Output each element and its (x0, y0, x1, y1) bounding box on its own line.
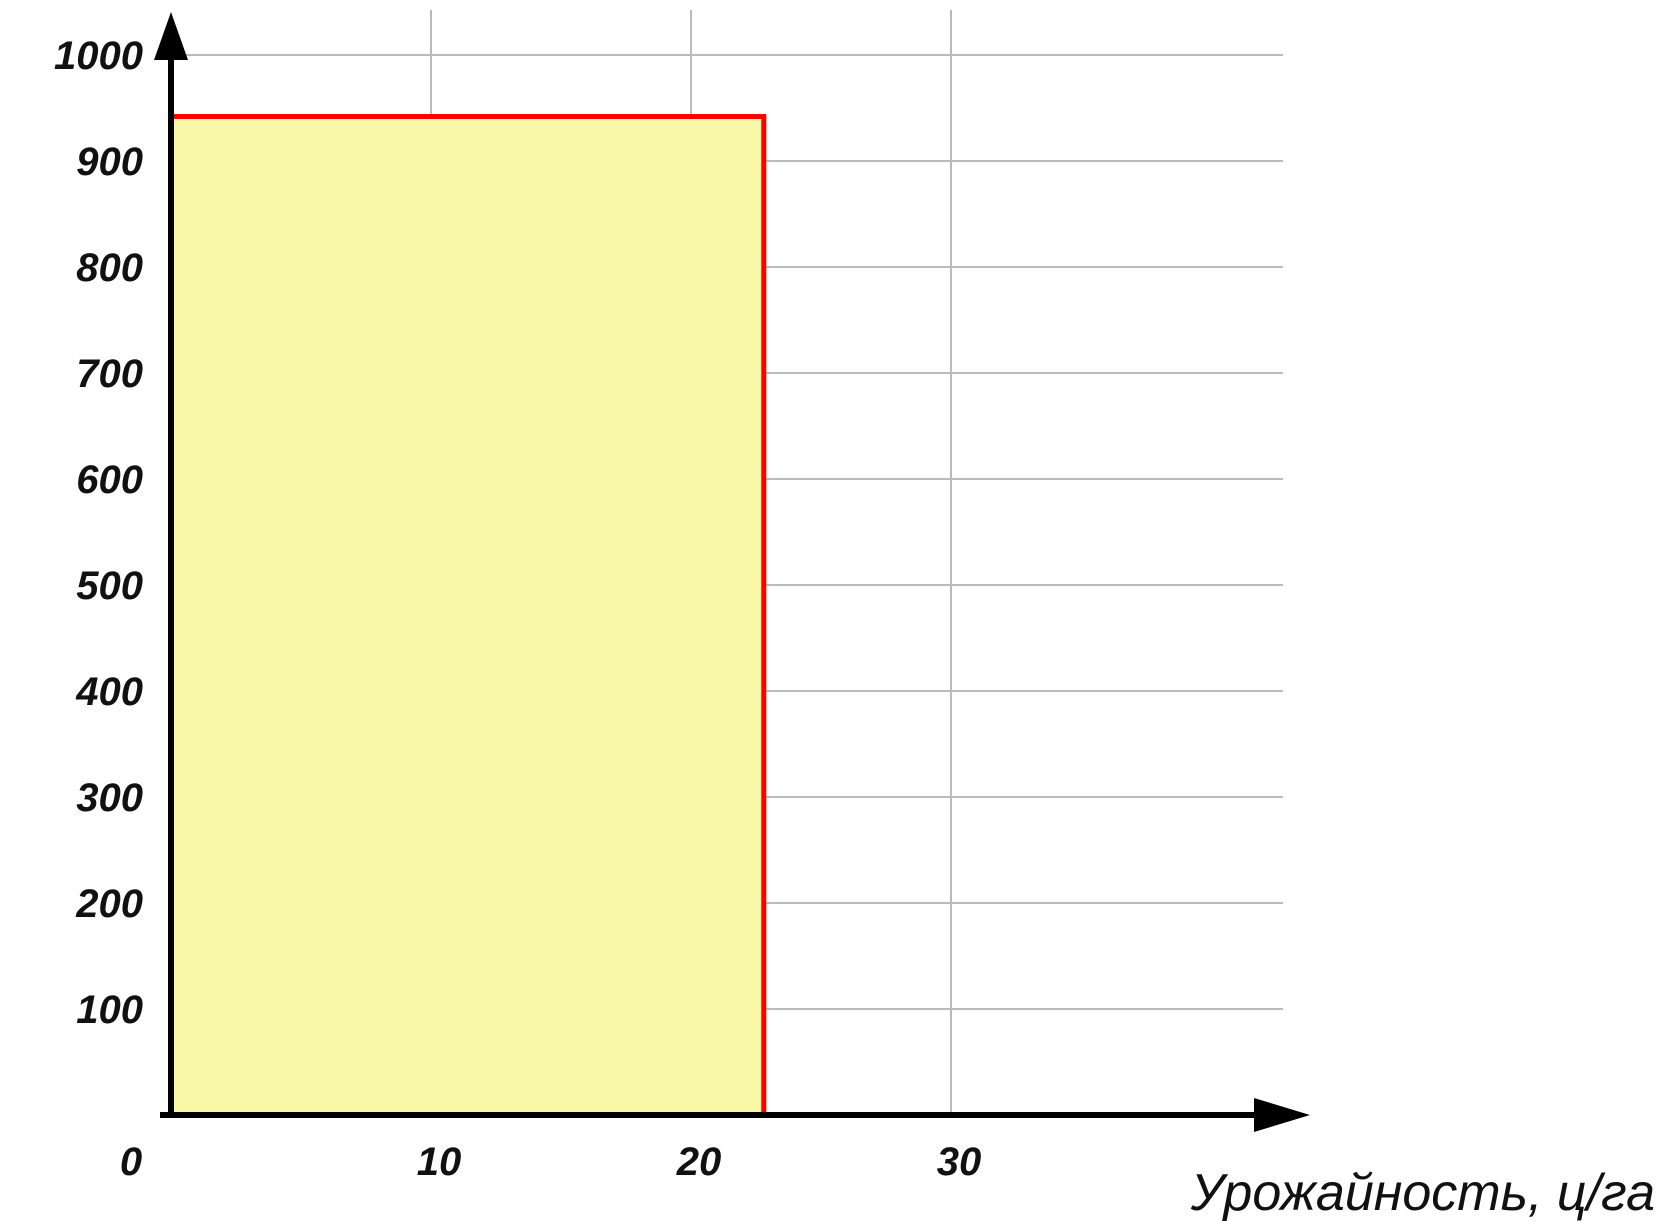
tick-labels: 0 100 200 300 400 500 600 700 800 900 1000 10 20 30 (54, 34, 981, 1184)
y-tick-label: 400 (75, 670, 143, 714)
y-tick-label: 600 (76, 458, 143, 502)
x-tick-label: 30 (937, 1140, 982, 1184)
series-area (171, 116, 764, 1116)
x-axis-title: Урожайность, ц/га (1190, 1164, 1655, 1221)
y-tick-label: 1000 (54, 34, 143, 78)
x-axis-arrow-icon (1254, 1098, 1310, 1132)
origin-label: 0 (120, 1140, 142, 1184)
y-tick-label: 700 (76, 352, 143, 396)
y-tick-label: 500 (76, 564, 143, 608)
y-tick-label: 900 (76, 140, 143, 184)
y-tick-label: 300 (76, 776, 143, 820)
axes (154, 12, 1310, 1132)
x-tick-label: 10 (417, 1140, 462, 1184)
x-tick-label: 20 (676, 1140, 722, 1184)
y-tick-label: 100 (76, 988, 143, 1032)
y-tick-label: 200 (75, 882, 143, 926)
y-axis-arrow-icon (154, 12, 188, 60)
y-tick-label: 800 (76, 246, 143, 290)
plot-series (168, 113, 767, 1116)
